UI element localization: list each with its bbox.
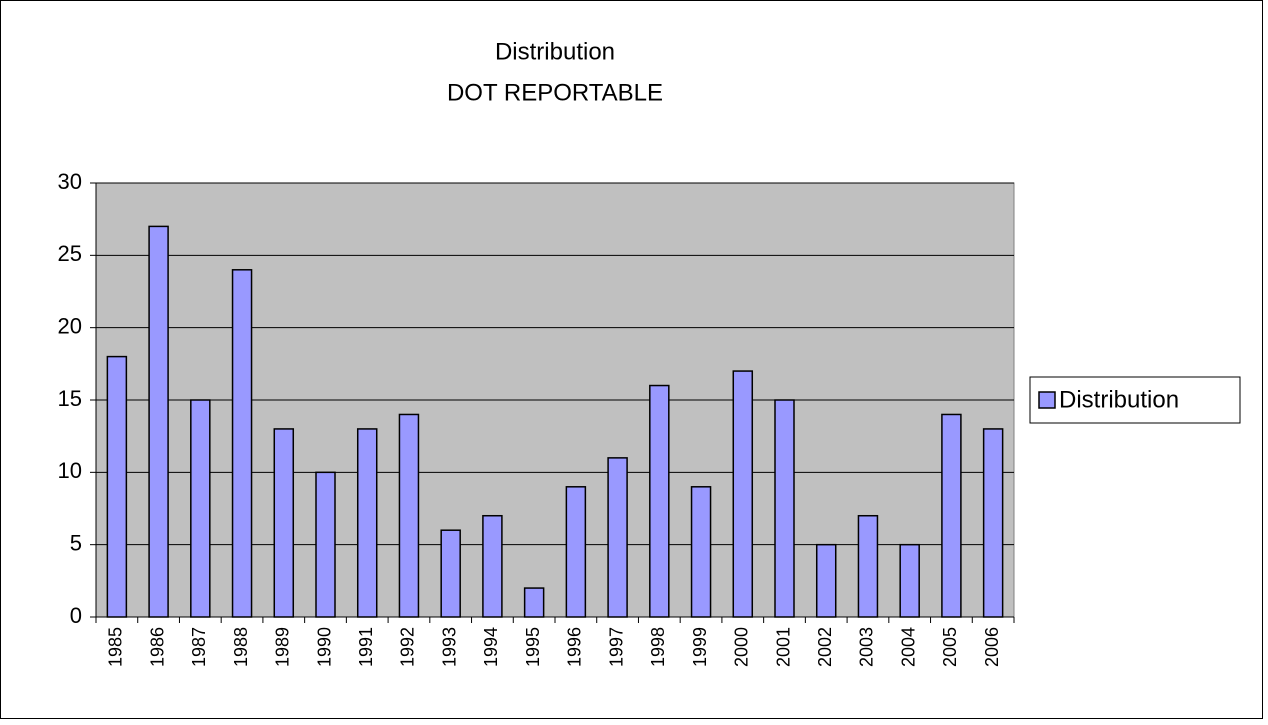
bar: [774, 399, 795, 618]
y-tick-label: 5: [70, 530, 82, 555]
x-tick-label: 1987: [189, 627, 209, 667]
x-tick-label: 2004: [898, 627, 918, 667]
y-tick-label: 0: [70, 603, 82, 628]
x-tick-label: 1995: [523, 627, 543, 667]
chart-title: Distribution: [495, 38, 615, 65]
legend-box: [1029, 376, 1241, 424]
legend-swatch: [1038, 391, 1056, 409]
bar: [899, 543, 920, 618]
bar: [356, 428, 378, 618]
bar: [482, 514, 503, 618]
y-tick-label: 10: [58, 458, 82, 483]
bar: [398, 413, 420, 618]
x-tick-label: 1992: [398, 627, 418, 667]
bar: [148, 225, 169, 618]
x-tick-label: 1994: [481, 627, 501, 667]
x-tick-label: 1998: [648, 627, 668, 667]
x-tick-label: 1996: [565, 627, 585, 667]
bar: [982, 428, 1004, 618]
bar: [273, 428, 295, 618]
chart-subtitle: DOT REPORTABLE: [447, 79, 663, 106]
x-tick-label: 2000: [732, 627, 752, 667]
x-tick-label: 2005: [940, 627, 960, 667]
bar: [106, 355, 128, 618]
y-tick-label: 20: [58, 313, 82, 338]
bar: [565, 486, 587, 618]
x-tick-label: 1985: [106, 627, 126, 667]
bar: [649, 384, 670, 618]
x-tick-label: 1997: [606, 627, 626, 667]
x-tick-label: 2001: [773, 627, 793, 667]
y-tick-label: 30: [58, 169, 82, 194]
x-tick-label: 1988: [231, 627, 251, 667]
bar: [857, 514, 879, 618]
x-tick-label: 1989: [273, 627, 293, 667]
bar: [440, 529, 461, 618]
x-tick-label: 1993: [439, 627, 459, 667]
x-tick-label: 2002: [815, 627, 835, 667]
bar: [315, 471, 336, 618]
y-tick-label: 15: [58, 386, 82, 411]
x-tick-label: 2003: [857, 627, 877, 667]
bar: [941, 413, 962, 618]
x-tick-label: 1991: [356, 627, 376, 667]
x-tick-label: 1986: [147, 627, 167, 667]
bar: [607, 457, 628, 618]
x-tick-label: 1990: [314, 627, 334, 667]
y-tick-label: 25: [58, 241, 82, 266]
bar: [690, 486, 712, 618]
x-tick-label: 1999: [690, 627, 710, 667]
bar: [190, 399, 211, 618]
bar: [523, 587, 545, 618]
bar: [815, 543, 837, 618]
bar: [732, 370, 754, 618]
x-tick-label: 2006: [982, 627, 1002, 667]
bar: [231, 269, 253, 618]
legend-label: Distribution: [1059, 386, 1179, 413]
